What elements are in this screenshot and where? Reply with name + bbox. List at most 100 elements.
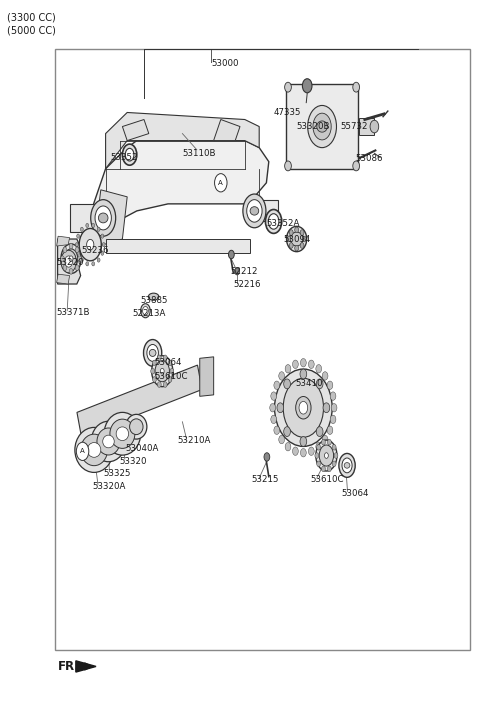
Ellipse shape <box>104 413 141 455</box>
Circle shape <box>157 355 161 361</box>
Circle shape <box>97 227 100 231</box>
Ellipse shape <box>275 369 332 446</box>
Ellipse shape <box>152 356 173 387</box>
Ellipse shape <box>125 148 134 161</box>
Circle shape <box>322 466 325 472</box>
Ellipse shape <box>141 304 150 318</box>
Circle shape <box>271 415 276 424</box>
Text: 53371B: 53371B <box>57 308 90 316</box>
Circle shape <box>302 79 312 93</box>
Bar <box>286 84 358 169</box>
Circle shape <box>309 360 314 368</box>
Ellipse shape <box>313 113 331 140</box>
Ellipse shape <box>91 200 116 236</box>
Circle shape <box>327 381 333 389</box>
Circle shape <box>285 365 291 373</box>
Circle shape <box>332 444 336 450</box>
Circle shape <box>61 250 76 273</box>
Circle shape <box>279 435 285 444</box>
Polygon shape <box>77 365 202 437</box>
Polygon shape <box>94 190 127 247</box>
Ellipse shape <box>61 244 81 273</box>
Circle shape <box>235 268 240 275</box>
Circle shape <box>285 82 291 92</box>
Text: 53000: 53000 <box>211 59 239 67</box>
Circle shape <box>322 435 328 444</box>
Ellipse shape <box>148 293 159 300</box>
Ellipse shape <box>344 463 350 468</box>
Polygon shape <box>57 236 70 246</box>
Ellipse shape <box>75 427 113 472</box>
Circle shape <box>285 161 291 171</box>
Circle shape <box>300 243 304 248</box>
Circle shape <box>153 377 156 382</box>
Circle shape <box>300 449 306 457</box>
Circle shape <box>316 427 323 437</box>
Text: A: A <box>218 180 223 186</box>
Circle shape <box>92 262 95 266</box>
Circle shape <box>60 256 64 262</box>
Polygon shape <box>214 120 240 141</box>
Ellipse shape <box>116 427 129 441</box>
Circle shape <box>63 247 67 252</box>
Ellipse shape <box>98 213 108 223</box>
Circle shape <box>77 251 80 255</box>
Circle shape <box>168 360 172 366</box>
Circle shape <box>170 368 174 374</box>
Ellipse shape <box>339 453 355 477</box>
Text: (5000 CC): (5000 CC) <box>7 26 56 36</box>
Circle shape <box>75 243 78 247</box>
Text: 47335: 47335 <box>274 108 301 117</box>
Ellipse shape <box>110 419 135 449</box>
Circle shape <box>330 392 336 400</box>
Circle shape <box>295 245 299 251</box>
Circle shape <box>285 442 291 451</box>
Ellipse shape <box>103 435 114 448</box>
Circle shape <box>157 382 161 387</box>
Circle shape <box>316 365 322 373</box>
Text: 53086: 53086 <box>355 155 383 163</box>
Ellipse shape <box>147 344 158 361</box>
Text: 53220: 53220 <box>57 259 84 267</box>
Ellipse shape <box>69 256 73 262</box>
Ellipse shape <box>64 249 78 269</box>
Text: 53885: 53885 <box>140 297 168 305</box>
Circle shape <box>287 236 291 242</box>
Polygon shape <box>94 141 269 253</box>
Ellipse shape <box>268 214 279 229</box>
Polygon shape <box>76 661 96 672</box>
Text: 53236: 53236 <box>82 246 109 254</box>
Ellipse shape <box>79 228 101 261</box>
Circle shape <box>102 243 105 247</box>
Text: 53094: 53094 <box>283 235 311 243</box>
Text: 53610C: 53610C <box>155 373 188 381</box>
Circle shape <box>292 447 298 456</box>
Text: 53110B: 53110B <box>182 149 216 157</box>
Text: 52213A: 52213A <box>132 309 166 318</box>
Ellipse shape <box>299 401 308 414</box>
Text: 53210A: 53210A <box>178 436 211 444</box>
Circle shape <box>65 256 72 267</box>
Ellipse shape <box>250 207 259 215</box>
Ellipse shape <box>97 428 120 455</box>
Circle shape <box>323 403 330 413</box>
Circle shape <box>327 426 333 434</box>
Text: 53320B: 53320B <box>297 122 330 131</box>
Ellipse shape <box>126 414 147 439</box>
Polygon shape <box>106 112 259 169</box>
Circle shape <box>163 355 167 361</box>
Circle shape <box>81 258 84 262</box>
Ellipse shape <box>144 340 162 366</box>
Circle shape <box>228 250 234 259</box>
Polygon shape <box>57 274 70 284</box>
Circle shape <box>168 377 172 382</box>
Circle shape <box>295 227 299 233</box>
Circle shape <box>274 426 280 434</box>
Circle shape <box>151 368 155 374</box>
Ellipse shape <box>247 200 262 222</box>
Text: 52212: 52212 <box>230 267 258 276</box>
Polygon shape <box>58 239 81 284</box>
Circle shape <box>81 227 84 231</box>
Circle shape <box>327 439 331 445</box>
Bar <box>55 49 470 650</box>
